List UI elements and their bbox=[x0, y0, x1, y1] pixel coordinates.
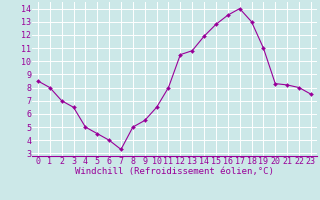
X-axis label: Windchill (Refroidissement éolien,°C): Windchill (Refroidissement éolien,°C) bbox=[75, 167, 274, 176]
